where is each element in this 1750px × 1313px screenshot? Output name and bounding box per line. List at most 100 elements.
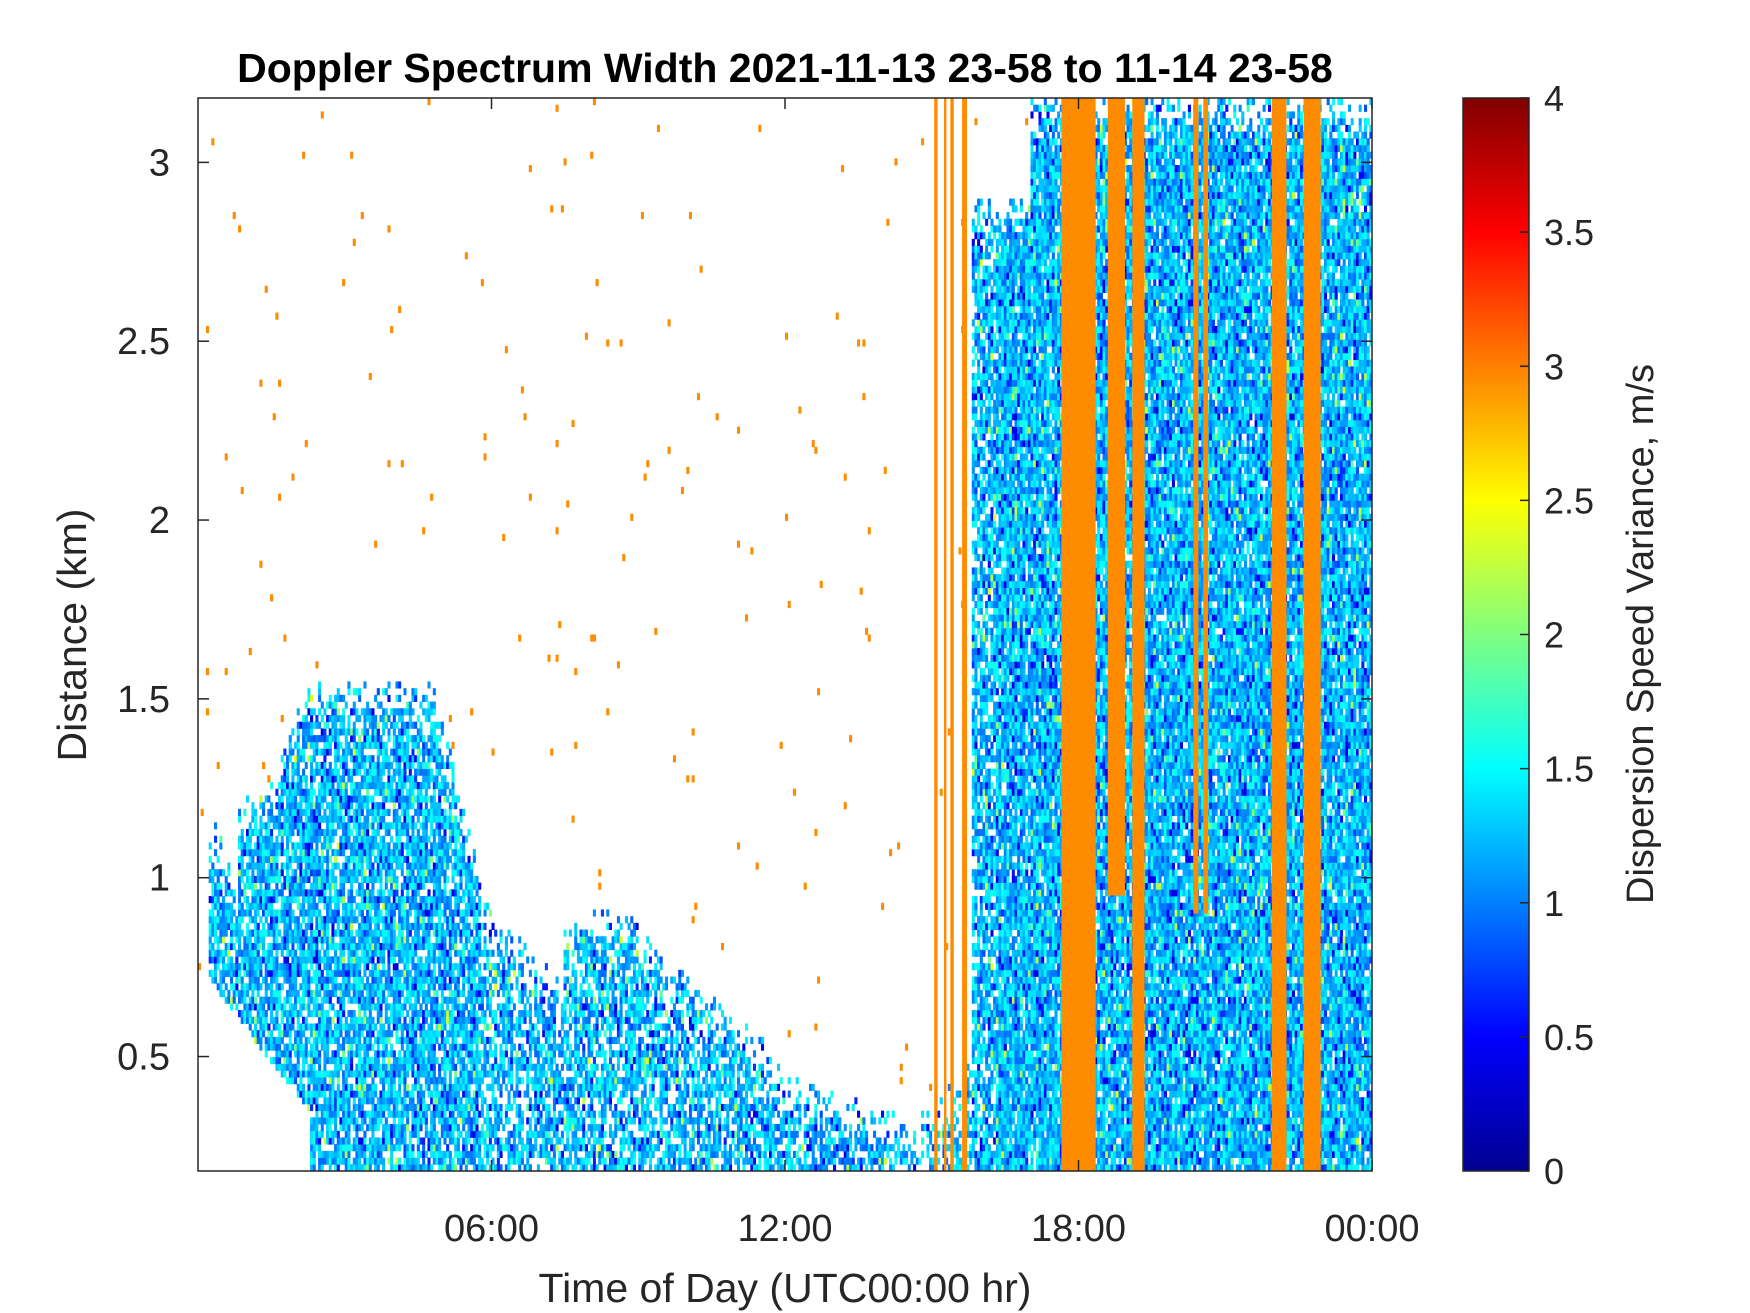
heatmap-cell [281,950,284,957]
heatmap-cell [355,916,358,923]
heatmap-cell [291,930,294,937]
heatmap-cell [313,1077,316,1084]
heatmap-cell [318,795,321,802]
heatmap-cell [334,896,337,903]
heatmap-cell [516,1017,519,1024]
heatmap-cell [414,863,417,870]
heatmap-cell [486,997,489,1004]
heatmap-cell [350,755,353,762]
heatmap-cell [484,1137,487,1144]
heatmap-cell [459,970,462,977]
heatmap-cell [492,1037,495,1044]
heatmap-cell [297,769,300,776]
heatmap-cell [265,889,268,896]
heatmap-cell [283,923,286,930]
heatmap-cell [251,802,254,809]
heatmap-cell [315,1037,318,1044]
heatmap-cell [273,856,276,863]
heatmap-cell [369,742,372,749]
heatmap-cell [281,889,284,896]
heatmap-cell [369,708,372,715]
heatmap-cell [254,1003,257,1010]
heatmap-cell [451,802,454,809]
heatmap-cell [369,1084,372,1091]
heatmap-cell [222,896,225,903]
heatmap-cell [353,856,356,863]
heatmap-cell [350,1084,353,1091]
heatmap-cell [273,863,276,870]
heatmap-cell [350,1017,353,1024]
heatmap-cell [371,1023,374,1030]
heatmap-cell [435,1017,438,1024]
heatmap-cell [457,1044,460,1051]
heatmap-cell [233,990,236,997]
heatmap-cell [473,990,476,997]
heatmap-cell [406,1144,409,1151]
heatmap-cell [243,842,246,849]
heatmap-cell [449,1097,452,1104]
heatmap-cell [518,990,521,997]
heatmap-cell [270,956,273,963]
heatmap-cell [262,896,265,903]
heatmap-cell [393,749,396,756]
heatmap-cell [339,722,342,729]
heatmap-cell [305,990,308,997]
heatmap-cell [302,950,305,957]
heatmap-cell [259,561,262,568]
heatmap-cell [446,916,449,923]
heatmap-cell [473,1097,476,1104]
heatmap-cell [478,896,481,903]
heatmap-cell [401,789,404,796]
heatmap-cell [475,1097,478,1104]
heatmap-cell [438,1097,441,1104]
heatmap-cell [433,1111,436,1118]
heatmap-cell [355,849,358,856]
heatmap-cell [214,970,217,977]
heatmap-cell [371,802,374,809]
heatmap-cell [299,909,302,916]
heatmap-cell [361,916,364,923]
heatmap-cell [246,849,249,856]
heatmap-cell [214,849,217,856]
heatmap-cell [441,782,444,789]
heatmap-cell [241,983,244,990]
heatmap-cell [385,997,388,1004]
heatmap-cell [369,936,372,943]
heatmap-cell [321,829,324,836]
heatmap-cell [403,916,406,923]
heatmap-cell [425,1064,428,1071]
heatmap-cell [361,876,364,883]
heatmap-cell [473,1057,476,1064]
heatmap-cell [307,816,310,823]
heatmap-cell [403,909,406,916]
heatmap-cell [475,943,478,950]
heatmap-cell [302,1057,305,1064]
heatmap-cell [377,769,380,776]
heatmap-cell [347,842,350,849]
heatmap-cell [430,1124,433,1131]
heatmap-cell [361,829,364,836]
heatmap-cell [377,1050,380,1057]
heatmap-cell [305,722,308,729]
heatmap-cell [529,494,532,501]
heatmap-cell [321,1037,324,1044]
heatmap-cell [249,1010,252,1017]
heatmap-cell [270,816,273,823]
heatmap-cell [219,956,222,963]
heatmap-cell [462,983,465,990]
heatmap-cell [443,1050,446,1057]
heatmap-cell [470,943,473,950]
heatmap-cell [454,1151,457,1158]
heatmap-cell [425,742,428,749]
heatmap-cell [417,1077,420,1084]
heatmap-cell [299,809,302,816]
heatmap-cell [438,876,441,883]
heatmap-cell [257,983,260,990]
heatmap-cell [505,997,508,1004]
heatmap-cell [411,829,414,836]
heatmap-cell [283,782,286,789]
heatmap-cell [403,970,406,977]
heatmap-cell [473,1003,476,1010]
heatmap-cell [326,896,329,903]
heatmap-cell [371,742,374,749]
